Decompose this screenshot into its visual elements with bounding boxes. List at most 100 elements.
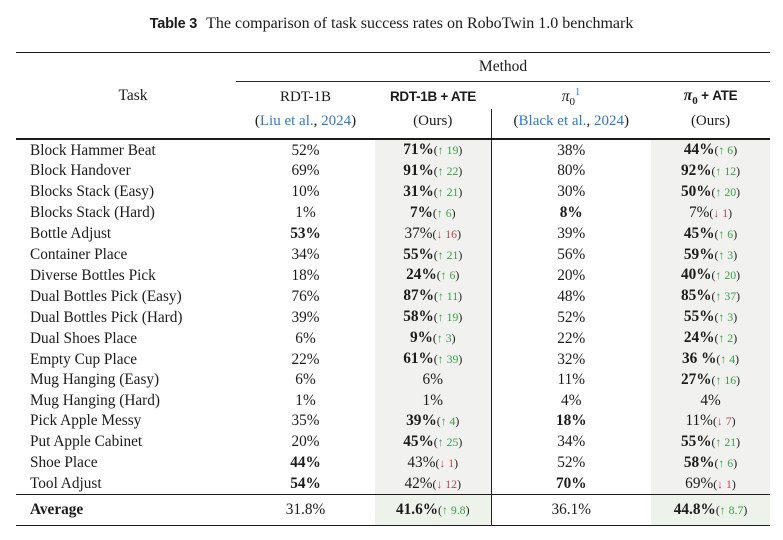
success-rate: 56% — [557, 246, 586, 264]
up-arrow-icon: ↑ 6 — [718, 226, 734, 241]
down-arrow-icon: ↓ 7 — [716, 413, 732, 428]
success-rate: 80% — [557, 162, 586, 180]
success-rate: 44% — [683, 141, 715, 158]
success-rate: 58% — [683, 453, 715, 471]
success-rate: 92% — [680, 161, 712, 179]
success-rate: 6% — [422, 371, 443, 389]
rdt1b-ate-label: RDT-1B + ATE — [389, 88, 477, 104]
value-cell-pi0: 38% — [491, 139, 651, 161]
value-cell-rdt: 18% — [236, 265, 375, 286]
up-arrow-icon: ↑ 9.8 — [441, 503, 466, 518]
up-arrow-icon: ↑ 37 — [715, 289, 737, 304]
success-rate: 50% — [680, 182, 712, 200]
column-header-pi0-ate: π0 + ATE — [651, 82, 770, 110]
delta-up: (↑ 3) — [714, 247, 738, 262]
footnote-marker[interactable]: 1 — [575, 86, 581, 98]
table-row: Bottle Adjust 53% 37%(↓ 16) 39% 45%(↑ 6) — [16, 223, 771, 245]
success-rate: 30% — [557, 183, 586, 201]
up-arrow-icon: ↑ 3 — [718, 310, 734, 325]
results-table: Task Method RDT-1B RDT-1B + ATE π01 π0 +… — [16, 52, 771, 527]
success-rate: 69% — [291, 162, 320, 180]
value-cell-pi0-ate: 24%(↑ 2) — [651, 328, 771, 350]
delta-up: (↑ 4) — [436, 413, 460, 428]
value-cell-rdt: 31.8% — [236, 494, 375, 527]
success-rate: 34% — [557, 433, 586, 451]
up-arrow-icon: ↑ 21 — [715, 434, 737, 449]
table-row: Empty Cup Place 22% 61%(↑ 39) 32% 36 %(↑ 4) — [16, 349, 771, 370]
task-name: Pick Apple Messy — [30, 412, 142, 430]
up-arrow-icon: ↑ 20 — [715, 184, 737, 199]
value-cell-rdt-ate: 87%(↑ 11) — [375, 286, 492, 308]
delta-up: (↑ 25) — [433, 434, 463, 449]
value-cell-rdt-ate: 61%(↑ 39) — [375, 349, 492, 370]
success-rate: 1% — [422, 391, 443, 409]
table-row: Shoe Place 44% 43%(↓ 1) 52% 58%(↑ 6) — [16, 452, 771, 474]
delta-up: (↑ 20) — [711, 268, 741, 283]
value-cell-rdt: 22% — [236, 349, 375, 370]
task-name: Container Place — [30, 246, 128, 264]
success-rate: 27% — [680, 370, 712, 388]
value-cell-pi0: 80% — [491, 161, 651, 182]
up-arrow-icon: ↑ 3 — [436, 331, 452, 346]
table-row: Dual Shoes Place 6% 9%(↑ 3) 22% 24%(↑ 2) — [16, 328, 771, 350]
task-name: Blocks Stack (Easy) — [30, 183, 155, 201]
value-cell-rdt-ate: 45%(↑ 25) — [375, 431, 492, 453]
success-rate: 87% — [403, 287, 434, 305]
value-cell-rdt: 6% — [236, 370, 375, 391]
down-arrow-icon: ↓ 1 — [439, 455, 455, 470]
delta-up: (↑ 6) — [436, 268, 460, 283]
delta-up: (↑ 37) — [711, 289, 741, 304]
delta-down: (↓ 1) — [435, 455, 459, 470]
caption-label: Table 3 — [149, 16, 198, 32]
value-cell-rdt-ate: 39%(↑ 4) — [375, 410, 492, 432]
table-row: Block Handover 69% 91%(↑ 22) 80% 92%(↑ 12) — [16, 160, 771, 182]
success-rate: 76% — [291, 287, 320, 305]
header-row-citations: (Liu et al., 2024) (Ours) (Black et al.,… — [16, 109, 771, 140]
up-arrow-icon: ↑ 8.7 — [719, 503, 744, 518]
delta-down: (↓ 1) — [713, 476, 736, 491]
delta-up: (↑ 9.8) — [438, 503, 470, 518]
success-rate: 36 % — [681, 350, 717, 368]
success-rate: 69% — [685, 474, 714, 492]
success-rate: 45% — [683, 224, 715, 242]
task-name: Put Apple Cabinet — [30, 433, 143, 451]
table-row: Blocks Stack (Hard) 1% 7%(↑ 6) 8% 7%(↓ 1) — [16, 202, 771, 224]
citation-link-liu[interactable]: Liu et al. — [259, 113, 314, 129]
up-arrow-icon: ↑ 3 — [718, 247, 734, 262]
up-arrow-icon: ↑ 11 — [437, 289, 459, 304]
citation-year-link[interactable]: 2024 — [593, 113, 624, 129]
value-cell-pi0: 34% — [491, 432, 651, 453]
up-arrow-icon: ↑ 20 — [715, 268, 737, 283]
success-rate: 91% — [403, 161, 434, 179]
value-cell-pi0-ate: 69%(↓ 1) — [651, 473, 771, 495]
value-cell-rdt-ate: 24%(↑ 6) — [375, 265, 492, 287]
task-name: Block Handover — [30, 162, 131, 180]
value-cell-pi0: 11% — [491, 370, 651, 391]
delta-up: (↑ 4) — [716, 352, 740, 367]
citation-link-black[interactable]: Black et al. — [518, 113, 587, 129]
value-cell-rdt: 1% — [236, 391, 375, 411]
value-cell-pi0: 30% — [491, 182, 651, 203]
citation-year-link[interactable]: 2024 — [321, 113, 352, 129]
task-name: Blocks Stack (Hard) — [30, 204, 155, 222]
delta-down: (↓ 16) — [432, 226, 462, 241]
up-arrow-icon: ↑ 25 — [437, 434, 459, 449]
value-cell-pi0-ate: 58%(↑ 6) — [651, 452, 771, 474]
value-cell-rdt-ate: 31%(↑ 21) — [375, 181, 492, 203]
delta-up: (↑ 6) — [714, 143, 738, 157]
success-rate: 6% — [295, 329, 316, 347]
table-row: Put Apple Cabinet 20% 45%(↑ 25) 34% 55%(↑ 21… — [16, 431, 771, 453]
success-rate: 70% — [555, 475, 587, 492]
success-rate: 22% — [557, 329, 586, 347]
delta-up: (↑ 21) — [433, 247, 463, 262]
down-arrow-icon: ↓ 16 — [436, 226, 458, 241]
success-rate: 55% — [403, 245, 434, 263]
down-arrow-icon: ↓ 12 — [436, 476, 458, 491]
success-rate: 39% — [291, 308, 320, 326]
up-arrow-icon: ↑ 19 — [437, 143, 459, 157]
value-cell-rdt: 34% — [236, 245, 375, 266]
success-rate: 32% — [557, 350, 586, 368]
ours-label-pi0: (Ours) — [651, 109, 771, 140]
value-cell-pi0: 22% — [491, 328, 651, 349]
value-cell-pi0: 56% — [491, 245, 651, 266]
